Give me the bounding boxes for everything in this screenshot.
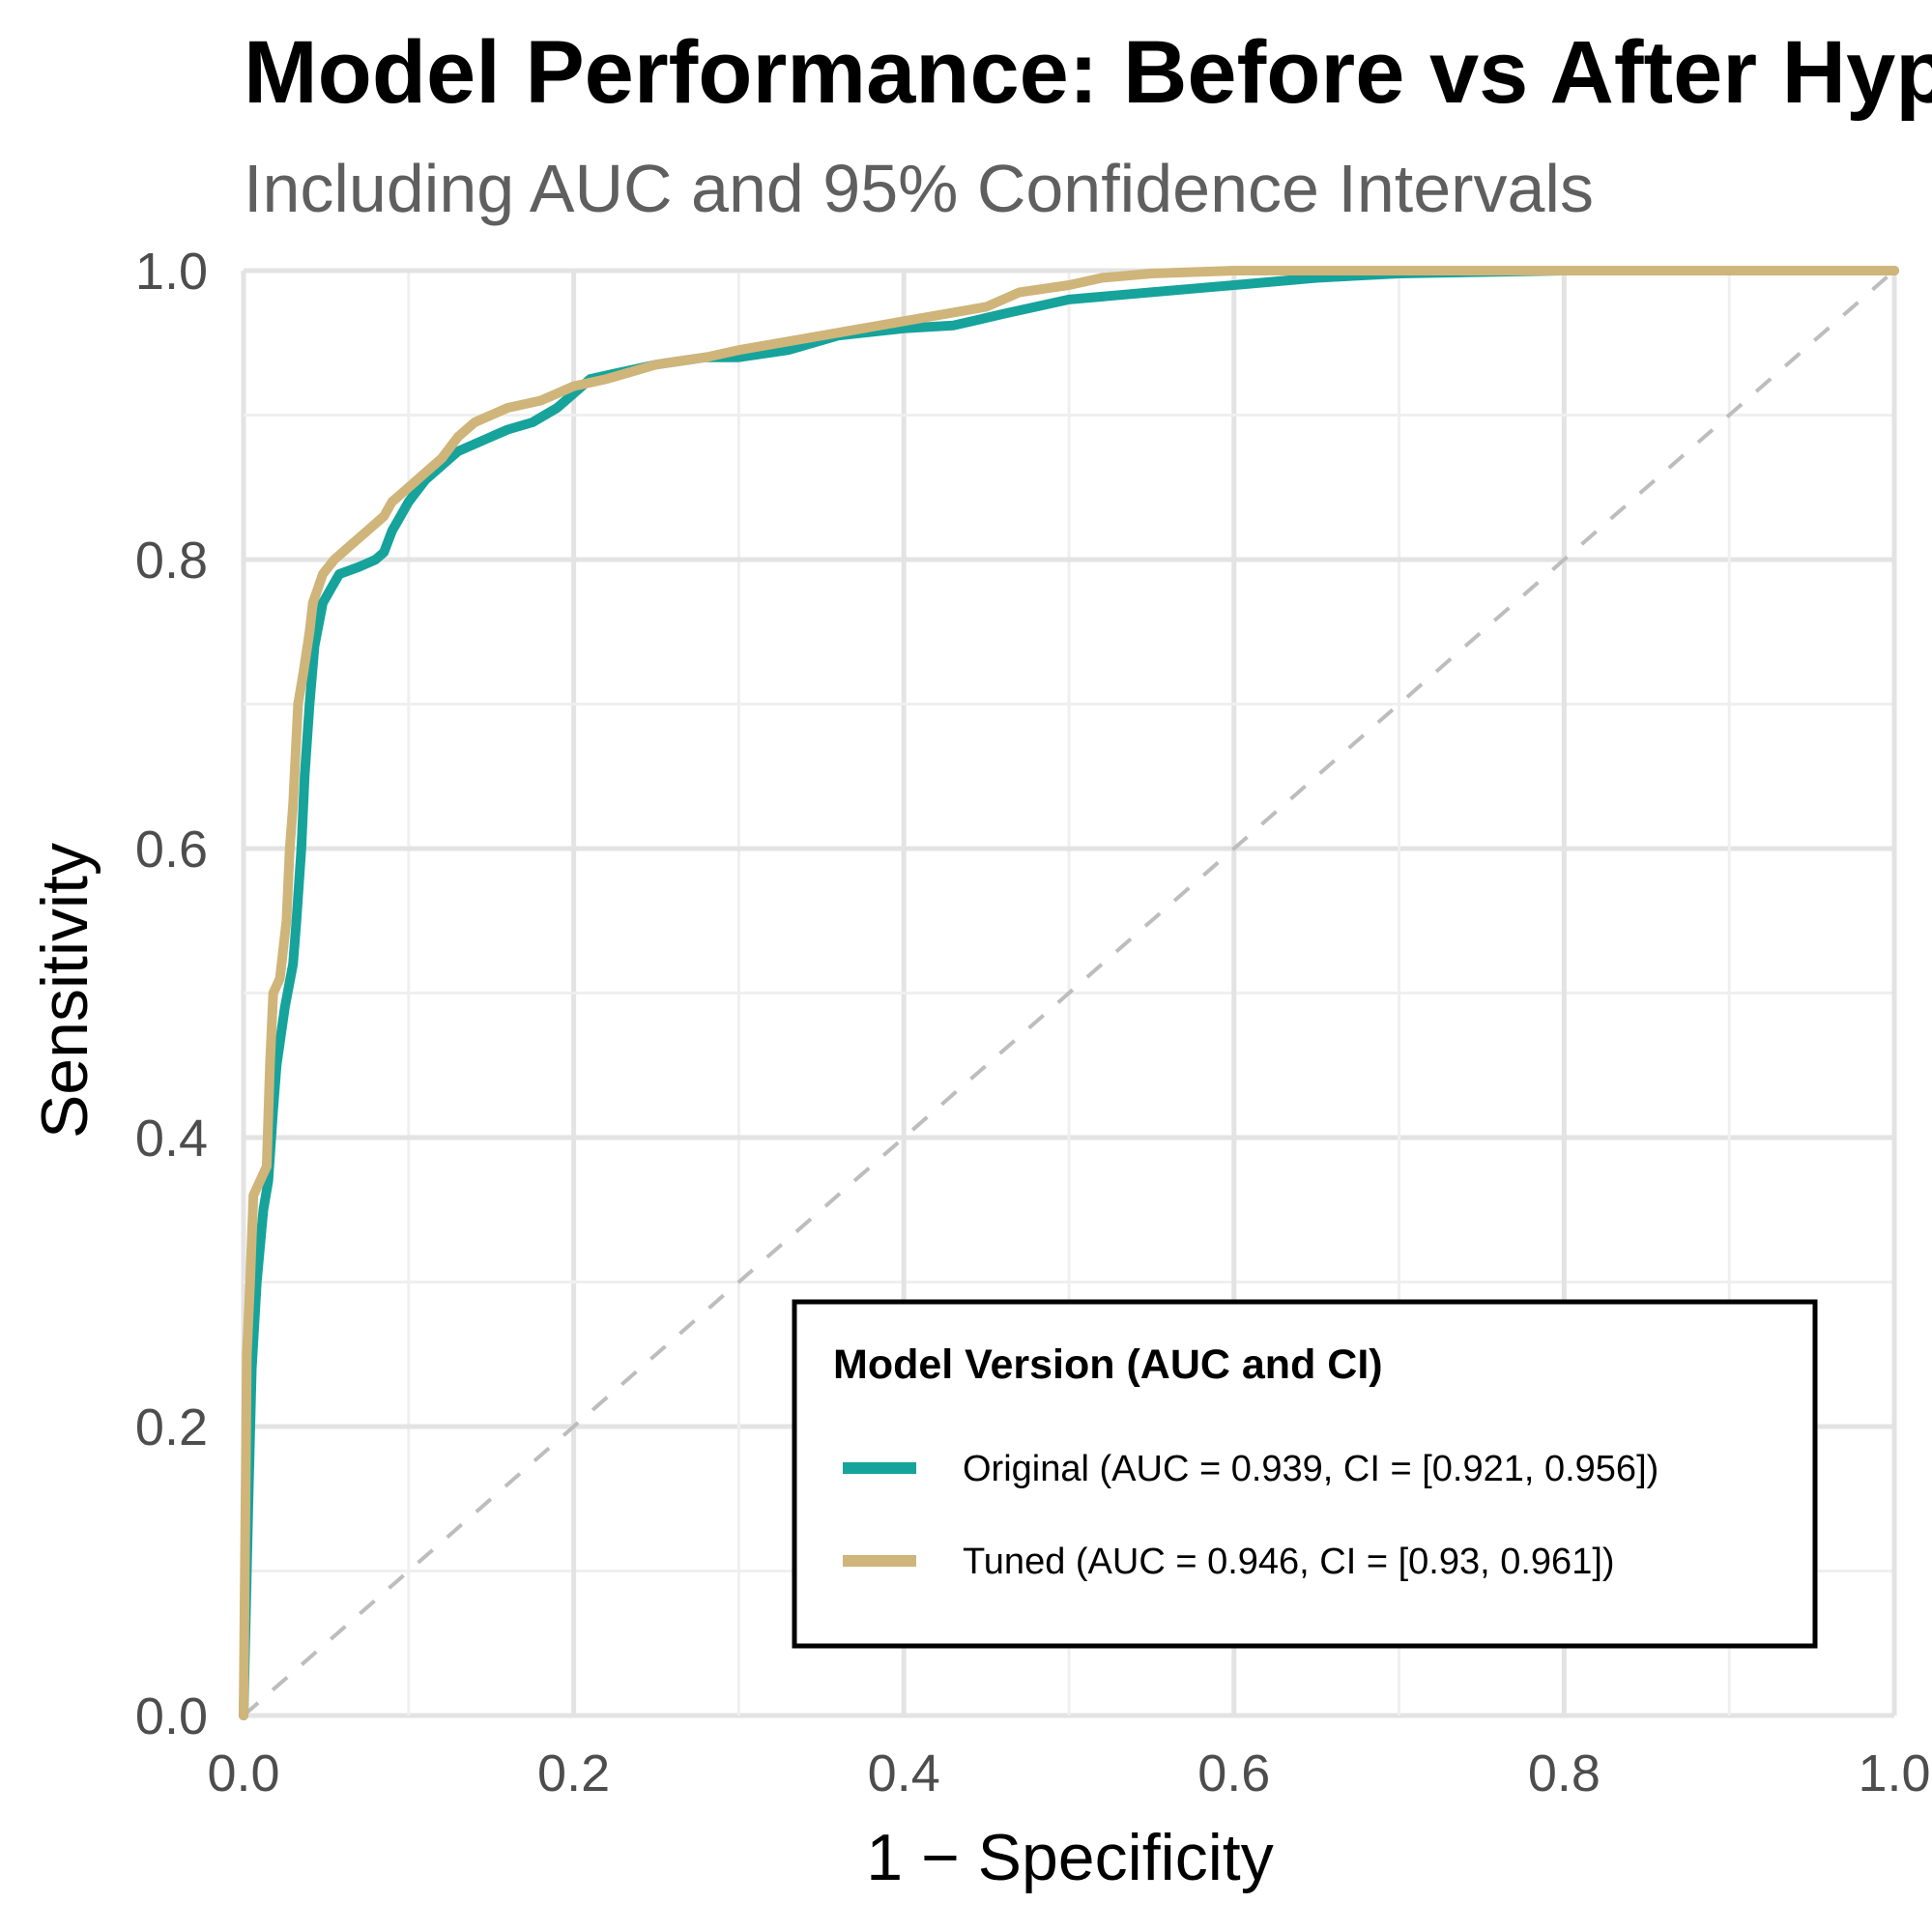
diagonal-reference-line	[242, 269, 1896, 1717]
x-tick-label: 0.8	[1528, 1745, 1600, 1802]
y-tick-label: 0.6	[135, 821, 208, 879]
legend-box	[792, 1299, 1818, 1649]
x-axis-title: 1 − Specificity	[866, 1821, 1273, 1894]
legend: Model Version (AUC and CI) Original (AUC…	[792, 1299, 1818, 1649]
series-lines	[239, 266, 1899, 1720]
y-tick-label: 1.0	[135, 243, 208, 301]
x-tick-label: 0.0	[207, 1745, 279, 1802]
y-tick-label: 0.4	[135, 1110, 208, 1168]
x-tick-label: 1.0	[1858, 1745, 1930, 1802]
y-tick-label: 0.2	[135, 1399, 208, 1456]
series-line-0	[239, 266, 1899, 1720]
y-tick-label: 0.8	[135, 532, 208, 590]
x-tick-label: 0.6	[1197, 1745, 1270, 1802]
legend-label-0: Original (AUC = 0.939, CI = [0.921, 0.95…	[963, 1449, 1658, 1489]
chart-subtitle: Including AUC and 95% Confidence Interva…	[244, 151, 1594, 226]
x-tick-label: 0.4	[868, 1745, 940, 1802]
chart-title: Model Performance: Before vs After Hyper…	[244, 23, 1932, 122]
y-axis-title: Sensitivity	[28, 843, 101, 1139]
y-tick-label: 0.0	[135, 1687, 208, 1745]
legend-label-1: Tuned (AUC = 0.946, CI = [0.93, 0.961])	[963, 1542, 1615, 1582]
legend-title: Model Version (AUC and CI)	[833, 1341, 1383, 1388]
diagonal-reference-line	[242, 269, 1896, 1717]
axis-ticks: 0.0 0.2 0.4 0.6 0.8 1.0 0.0 0.2 0.4 0.6 0.8 1.0	[135, 243, 1931, 1802]
x-tick-label: 0.2	[537, 1745, 610, 1802]
series-line-1	[239, 266, 1899, 1720]
